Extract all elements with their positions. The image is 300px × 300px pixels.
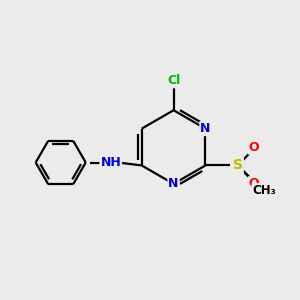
Text: CH₃: CH₃: [252, 184, 276, 197]
Text: O: O: [249, 177, 259, 190]
Text: S: S: [233, 158, 243, 172]
Text: Cl: Cl: [167, 74, 180, 87]
Text: O: O: [249, 141, 259, 154]
Text: N: N: [200, 122, 211, 135]
Text: N: N: [168, 177, 179, 190]
Text: NH: NH: [100, 156, 121, 169]
